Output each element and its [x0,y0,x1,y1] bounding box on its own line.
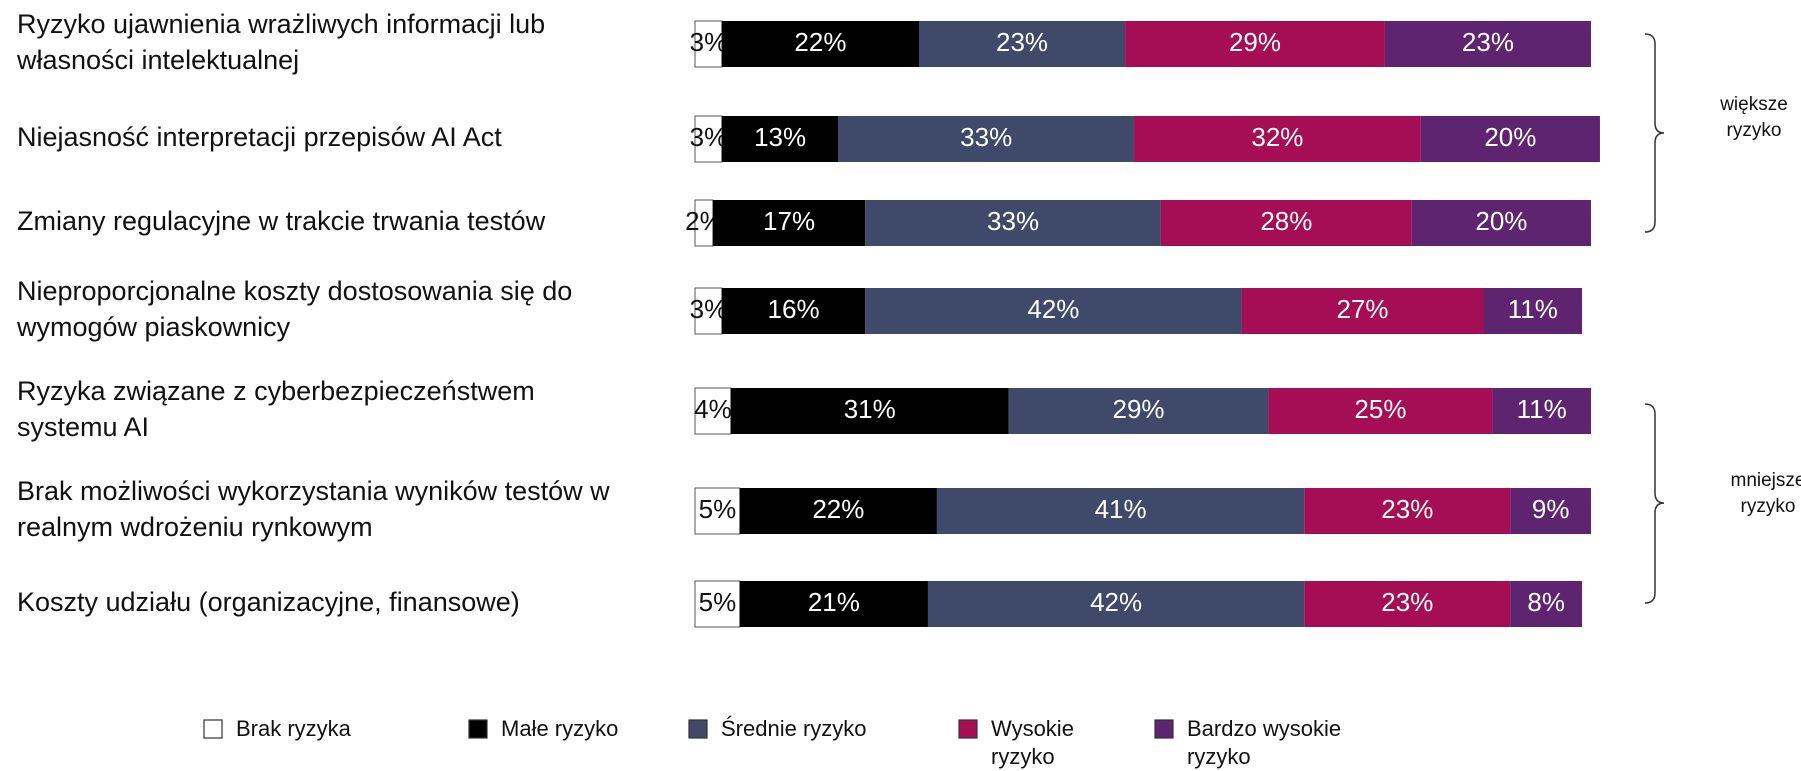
value-label: 21% [808,587,860,617]
bar-segment [1420,116,1600,162]
value-label: 32% [1251,122,1303,152]
value-label: 33% [987,206,1039,236]
legend-label: Bardzo wysokie ryzyko [1187,716,1341,769]
value-label: 23% [1381,494,1433,524]
value-label: 22% [812,494,864,524]
category-label: Niejasność interpretacji przepisów AI Ac… [17,122,502,152]
bar-segment [721,288,866,334]
bar-segment [1134,116,1421,162]
value-label: 29% [1229,27,1281,57]
bar-segment [1304,488,1511,534]
value-label: 8% [1527,587,1565,617]
value-label: 11% [1517,394,1567,424]
bar-segment [1510,488,1591,534]
value-label: 33% [960,122,1012,152]
bar-segment [1384,21,1591,67]
value-label: 20% [1475,206,1527,236]
bar-segment [694,115,723,163]
value-label: 42% [1090,587,1142,617]
value-label: 5% [699,494,737,524]
bar-segment [694,287,723,335]
annotation: mniejsze ryzyko [1731,470,1801,517]
value-label: 25% [1354,394,1406,424]
bar-segment [1268,388,1493,434]
bar-segment [1304,581,1511,627]
value-label: 11% [1508,294,1558,324]
legend-swatch [688,719,708,739]
value-label: 3% [690,27,728,57]
bar-segment [739,581,928,627]
legend-label: Średnie ryzyko [721,716,867,741]
category-label: Ryzyko ujawnienia wrażliwych informacji … [16,9,545,75]
bar-segment [865,288,1242,334]
value-label: 3% [690,294,728,324]
legend-swatch [958,719,978,739]
value-label: 16% [768,294,820,324]
bar-segment [712,200,866,246]
bar-segment [721,21,919,67]
bar-segment [721,116,839,162]
value-label: 13% [754,122,806,152]
value-label: 28% [1260,206,1312,236]
value-label: 23% [1381,587,1433,617]
legend-label: Małe ryzyko [501,716,618,741]
value-label: 5% [699,587,737,617]
annotation: większe ryzyko [1719,94,1788,141]
value-label: 22% [794,27,846,57]
value-label: 41% [1095,494,1147,524]
value-label: 17% [763,206,815,236]
value-label: 23% [996,27,1048,57]
value-label: 31% [844,394,896,424]
bar-segment [927,581,1305,627]
bar-segment [1492,388,1591,434]
legend-swatch [1154,719,1174,739]
legend-label: Wysokie ryzyko [991,716,1074,769]
bar-segment [936,488,1305,534]
value-label: 23% [1462,27,1514,57]
bar-segment [1241,288,1484,334]
bar-segment [919,21,1126,67]
category-label: Koszty udziału (organizacyjne, finansowe… [17,587,520,617]
value-label: 9% [1532,494,1570,524]
legend-swatch [468,719,488,739]
bar-segment [1160,200,1412,246]
value-label: 3% [690,122,728,152]
category-label: Nieproporcjonalne koszty dostosowania si… [16,276,572,342]
bar-segment [1510,581,1583,627]
value-label: 29% [1112,394,1164,424]
value-label: 4% [694,394,732,424]
bracket [1644,403,1665,604]
legend-label: Brak ryzyka [236,716,352,741]
value-label: 27% [1336,294,1388,324]
bar-segment [1483,288,1583,334]
bracket [1644,33,1665,233]
legend-swatch [203,719,223,739]
bar-segment [730,388,1009,434]
value-label: 42% [1027,294,1079,324]
category-label: Brak możliwości wykorzystania wyników te… [17,476,610,542]
value-label: 20% [1484,122,1536,152]
bar-segment [694,487,741,535]
bar-segment [838,116,1135,162]
category-label: Ryzyka związane z cyberbezpieczeństwem sy… [17,376,535,442]
bar-segment [694,387,732,435]
bar-segment [1008,388,1269,434]
bar-segment [1411,200,1591,246]
bar-segment [1125,21,1385,67]
category-label: Zmiany regulacyjne w trakcie trwania tes… [17,206,546,236]
bar-segment [739,488,937,534]
bar-segment [694,20,723,68]
bar-segment [865,200,1161,246]
